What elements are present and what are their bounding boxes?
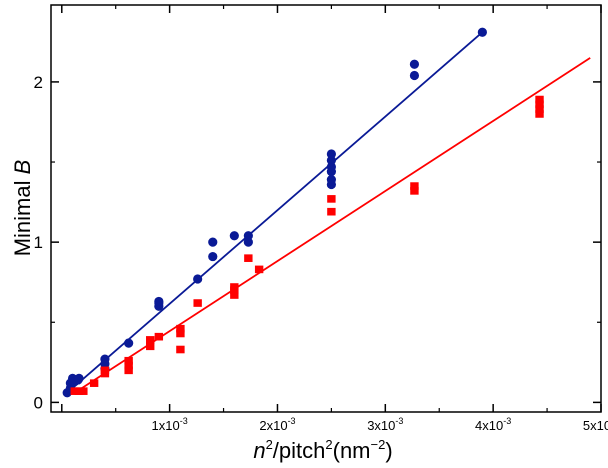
red-square-point <box>535 100 544 109</box>
blue-circle-point <box>154 296 164 307</box>
blue-circle-point <box>409 70 420 81</box>
x-tick-label: 1x10-3 <box>152 416 188 433</box>
x-axis-ticks: 1x10-3 2x10-3 3x10-3 4x10-3 5x10-3 <box>61 5 608 433</box>
red-square-point <box>100 366 110 375</box>
blue-circle-point <box>208 251 218 262</box>
red-square-point <box>230 291 239 299</box>
blue-circle-point <box>243 237 253 247</box>
blue-circle-point <box>243 231 253 241</box>
red-square-point <box>79 387 88 395</box>
x-tick-label: 4x10-3 <box>475 416 511 433</box>
red-square-point <box>176 329 185 338</box>
red-square-point <box>146 336 155 344</box>
red-square-point <box>154 332 164 341</box>
red-square-point <box>176 345 185 354</box>
red-square-point <box>535 110 544 118</box>
red-square-point <box>327 195 336 203</box>
red-square-point <box>124 356 133 365</box>
blue-circle-point <box>74 373 84 383</box>
blue-circle-point <box>229 231 239 241</box>
red-square-point <box>410 182 419 190</box>
x-tick-label: 3x10-3 <box>367 416 403 433</box>
data-markers <box>62 27 544 398</box>
red-square-point <box>254 265 264 274</box>
y-axis-ticks: 0 1 2 <box>34 73 601 412</box>
blue-circle-point <box>326 175 336 185</box>
y-tick-label: 0 <box>34 393 43 412</box>
red-square-point <box>124 361 133 370</box>
blue-circle-point <box>208 237 218 247</box>
red-square-point <box>244 254 253 262</box>
red-square-point <box>146 342 155 351</box>
blue-circle-point <box>326 162 336 172</box>
blue-circle-point <box>124 338 134 348</box>
red-square-point <box>535 95 544 104</box>
red-square-point <box>410 187 419 195</box>
x-axis-title: n2/pitch2(nm−2) <box>253 437 392 463</box>
x-tick-label: 5x10-3 <box>583 416 608 433</box>
blue-circle-point <box>326 149 336 159</box>
blue-circle-point <box>193 274 203 284</box>
y-tick-label: 1 <box>34 233 43 252</box>
blue-circle-point <box>100 354 110 364</box>
blue-circle-point <box>409 59 420 69</box>
red-square-point <box>230 283 239 291</box>
y-axis-title: Minimal B <box>10 160 35 257</box>
red-square-point <box>89 379 99 387</box>
red-square-point <box>176 324 185 333</box>
red-square-point <box>70 387 79 395</box>
red-square-point <box>327 207 336 216</box>
blue-fit-line <box>66 31 483 394</box>
x-tick-label: 2x10-3 <box>259 416 295 433</box>
y-tick-label: 2 <box>34 73 43 92</box>
blue-circle-point <box>326 155 336 166</box>
red-square-point <box>74 387 84 395</box>
red-square-point <box>124 366 133 375</box>
blue-circle-point <box>477 27 487 37</box>
red-square-point <box>193 299 202 307</box>
plot-frame <box>50 4 602 413</box>
red-square-point <box>535 105 544 113</box>
